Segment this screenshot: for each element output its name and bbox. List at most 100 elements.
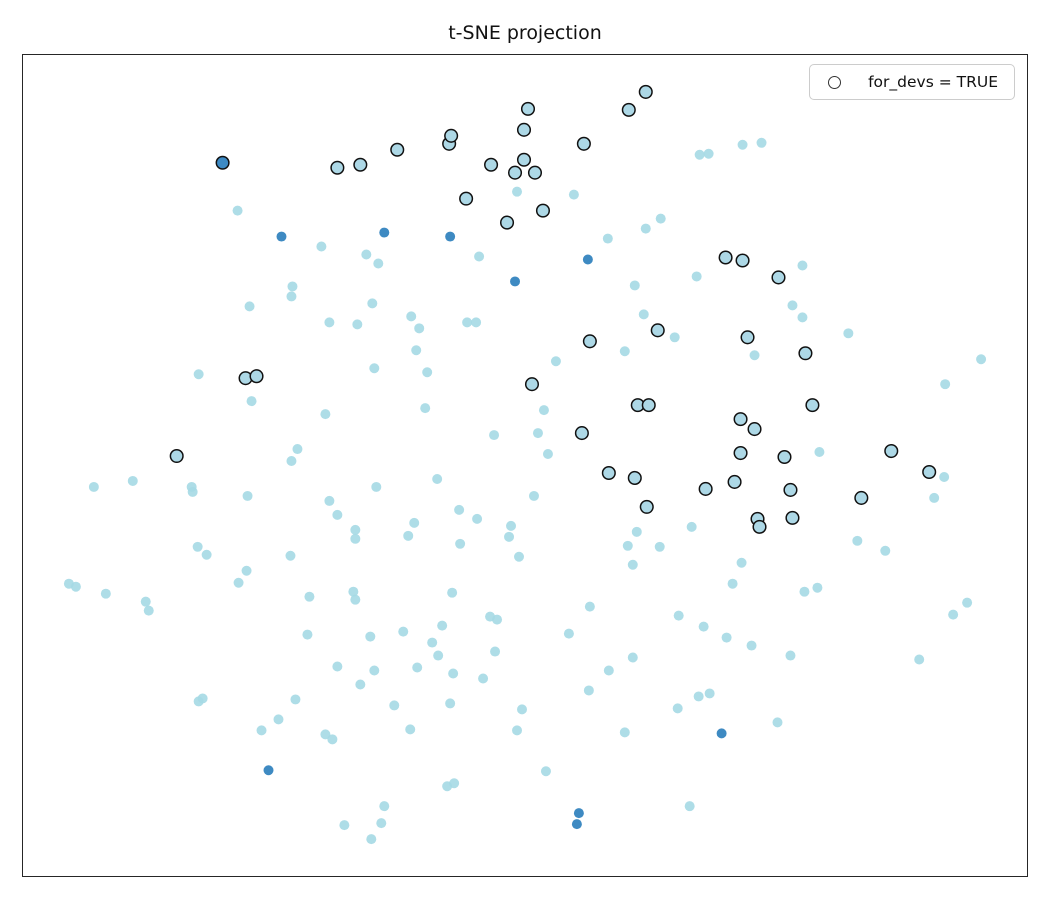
- data-point: [390, 142, 405, 157]
- data-point: [276, 231, 287, 242]
- data-point: [563, 628, 574, 639]
- data-point: [330, 160, 345, 175]
- data-point: [535, 203, 551, 218]
- data-point: [976, 354, 987, 365]
- data-point: [641, 398, 656, 413]
- data-point: [379, 227, 390, 238]
- data-point: [455, 538, 466, 549]
- data-point: [409, 517, 420, 528]
- data-point: [304, 591, 315, 602]
- data-point: [232, 205, 243, 216]
- data-point: [602, 233, 613, 244]
- data-point: [489, 430, 500, 441]
- data-point: [756, 137, 767, 148]
- data-point: [619, 727, 630, 738]
- data-point: [619, 346, 630, 357]
- data-point: [492, 614, 503, 625]
- data-point: [320, 409, 331, 420]
- chart-title: t-SNE projection: [448, 22, 602, 44]
- data-point: [242, 490, 253, 501]
- data-point: [627, 470, 642, 486]
- data-point: [686, 521, 697, 532]
- data-point: [398, 626, 409, 637]
- data-point: [785, 650, 796, 661]
- data-point: [798, 346, 813, 361]
- data-point: [478, 673, 489, 684]
- data-point: [246, 396, 257, 407]
- data-point: [302, 629, 313, 640]
- data-point: [922, 464, 937, 480]
- data-point: [290, 694, 301, 705]
- data-point: [100, 588, 111, 599]
- data-point: [812, 582, 823, 593]
- data-point: [540, 766, 551, 777]
- data-point: [286, 456, 297, 466]
- data-point: [627, 559, 638, 570]
- data-point: [192, 541, 203, 552]
- data-point: [286, 291, 297, 302]
- data-point: [324, 495, 335, 506]
- data-point: [655, 213, 666, 224]
- data-point: [201, 549, 212, 560]
- data-point: [939, 471, 950, 482]
- data-point: [215, 155, 230, 170]
- data-point: [528, 490, 539, 501]
- data-point: [799, 586, 810, 597]
- data-point: [324, 317, 335, 328]
- data-point: [352, 319, 363, 330]
- data-point: [582, 254, 593, 265]
- data-point: [629, 280, 640, 291]
- data-point: [698, 481, 713, 496]
- data-point: [350, 594, 361, 605]
- data-point: [805, 398, 820, 413]
- data-point: [348, 586, 359, 597]
- data-point: [373, 258, 384, 269]
- data-point: [506, 520, 517, 531]
- legend[interactable]: for_devs = TRUE: [809, 64, 1015, 100]
- data-point: [752, 519, 767, 534]
- data-point: [366, 834, 377, 845]
- data-point: [332, 661, 343, 672]
- data-point: [70, 581, 81, 592]
- data-point: [736, 557, 747, 568]
- data-point: [704, 688, 715, 699]
- data-point: [650, 323, 665, 338]
- data-point: [389, 700, 400, 711]
- data-point: [249, 369, 264, 384]
- data-point: [703, 148, 714, 159]
- data-point: [197, 693, 208, 704]
- data-point: [721, 632, 732, 643]
- data-point: [520, 101, 536, 116]
- data-point: [940, 379, 951, 390]
- data-point: [376, 818, 387, 829]
- data-point: [516, 152, 532, 167]
- data-point: [490, 646, 501, 657]
- data-point: [379, 801, 390, 812]
- data-point: [350, 533, 361, 544]
- data-point: [369, 665, 380, 676]
- data-point: [406, 311, 417, 322]
- data-point: [568, 189, 579, 200]
- data-point: [638, 309, 649, 320]
- data-point: [621, 102, 636, 117]
- data-point: [405, 724, 416, 735]
- data-point: [627, 652, 638, 663]
- data-point: [718, 250, 733, 265]
- data-point: [582, 334, 597, 349]
- data-point: [448, 668, 459, 679]
- data-point: [631, 526, 642, 537]
- data-point: [287, 281, 298, 292]
- data-point: [673, 610, 684, 621]
- plot-area: for_devs = TRUE: [22, 54, 1028, 877]
- data-point: [350, 524, 361, 535]
- data-point: [550, 356, 561, 367]
- data-point: [797, 312, 808, 323]
- data-point: [504, 531, 515, 542]
- data-point: [640, 223, 651, 234]
- data-point: [948, 609, 959, 620]
- data-point: [694, 149, 705, 160]
- data-point: [684, 801, 695, 812]
- data-point: [512, 725, 523, 736]
- data-point: [929, 492, 940, 503]
